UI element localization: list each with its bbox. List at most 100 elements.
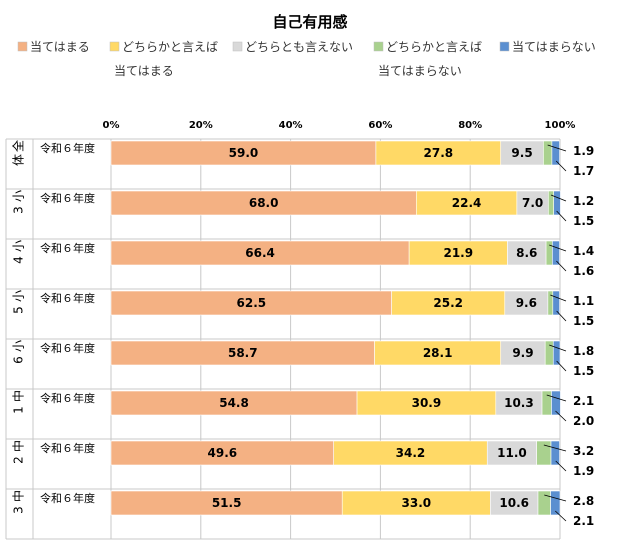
bar-segment	[110, 140, 377, 166]
group-label: 小	[12, 190, 26, 202]
data-label: 9.9	[512, 346, 533, 360]
data-label: 10.3	[504, 396, 534, 410]
leader-line	[555, 160, 567, 172]
x-tick-label: 0%	[103, 120, 120, 131]
legend-label: 当てはまる	[30, 40, 90, 54]
data-label: 58.7	[228, 346, 258, 360]
bar-segment	[356, 390, 497, 416]
bar-segment	[375, 140, 502, 166]
bar-segment	[110, 290, 392, 316]
bar-segment	[545, 240, 553, 266]
data-label: 9.5	[511, 146, 532, 160]
bar-segment	[110, 490, 343, 516]
bar-segment	[110, 240, 410, 266]
leader-line	[550, 194, 567, 202]
data-label: 54.8	[219, 396, 249, 410]
legend-label: 当てはまらない	[378, 64, 462, 78]
data-label: 11.0	[497, 446, 527, 460]
data-label: 49.6	[208, 446, 238, 460]
data-label: 34.2	[396, 446, 426, 460]
bar-segment	[548, 190, 555, 216]
data-label: 27.8	[424, 146, 454, 160]
data-label: 1.4	[573, 244, 594, 258]
leader-line	[556, 360, 567, 372]
row-label: 令和６年度	[40, 191, 95, 205]
leader-line	[556, 260, 567, 272]
bar-segment	[541, 390, 552, 416]
leader-line	[544, 494, 567, 502]
bar-segment	[552, 290, 560, 316]
group-label: 中	[11, 490, 26, 502]
data-label: 1.5	[573, 364, 594, 378]
data-label: 7.0	[522, 196, 543, 210]
leader-line	[550, 294, 567, 302]
data-label: 1.7	[573, 164, 594, 178]
group-label: 中	[11, 390, 26, 402]
data-label: 1.9	[573, 144, 594, 158]
legend-swatch	[17, 41, 28, 52]
group-label: 1	[12, 406, 26, 414]
data-label: 21.9	[443, 246, 473, 260]
bar-segment	[537, 490, 551, 516]
bar-segment	[547, 290, 554, 316]
group-label: 2	[12, 456, 26, 464]
x-tick-label: 80%	[458, 120, 482, 131]
data-label: 2.0	[573, 414, 594, 428]
legend-swatch	[232, 41, 243, 52]
data-label: 1.5	[573, 214, 594, 228]
data-label: 1.5	[573, 314, 594, 328]
legend-label: 当てはまる	[114, 64, 174, 78]
group-label: 小	[12, 290, 26, 302]
legend-label: どちらかと言えば	[386, 40, 482, 54]
legend-label: どちらとも言えない	[245, 40, 353, 54]
leader-line	[546, 394, 567, 402]
bar-segment	[536, 440, 552, 466]
group-label: 4	[12, 256, 26, 264]
data-label: 68.0	[249, 196, 279, 210]
row-label: 令和６年度	[40, 491, 95, 505]
data-label: 1.9	[573, 464, 594, 478]
row-label: 令和６年度	[40, 391, 95, 405]
bar-segment	[391, 290, 506, 316]
group-label: 全	[11, 140, 26, 152]
row-label: 令和６年度	[40, 291, 95, 305]
leader-line	[556, 310, 567, 322]
leader-line	[543, 444, 567, 452]
bar-segment	[543, 140, 553, 166]
data-label: 2.1	[573, 394, 594, 408]
leader-line	[555, 460, 567, 472]
bar-segment	[552, 240, 560, 266]
legend-swatch	[499, 41, 510, 52]
group-label: 体	[12, 154, 26, 166]
bar-segment	[333, 440, 488, 466]
data-label: 62.5	[237, 296, 267, 310]
data-label: 28.1	[423, 346, 453, 360]
bar-segment	[544, 340, 554, 366]
group-label: 小	[12, 340, 26, 352]
data-label: 3.2	[573, 444, 594, 458]
bar-segment	[551, 140, 560, 166]
data-label: 8.6	[516, 246, 537, 260]
data-label: 2.8	[573, 494, 594, 508]
group-label: 中	[11, 440, 26, 452]
leader-line	[555, 510, 567, 522]
row-label: 令和６年度	[40, 141, 95, 155]
x-axis: 0% 20% 40% 60% 80% 100%	[103, 120, 576, 131]
data-label: 25.2	[433, 296, 463, 310]
bar-segment	[550, 490, 561, 516]
data-label: 1.1	[573, 294, 594, 308]
bar-segment	[341, 490, 491, 516]
x-tick-label: 60%	[368, 120, 392, 131]
data-label: 10.6	[499, 496, 529, 510]
data-label: 1.8	[573, 344, 594, 358]
data-label: 66.4	[245, 246, 275, 260]
data-label: 1.6	[573, 264, 594, 278]
leader-line	[549, 344, 567, 352]
data-label: 30.9	[412, 396, 442, 410]
bar-segment	[552, 340, 561, 366]
data-label: 22.4	[452, 196, 482, 210]
data-label: 33.0	[402, 496, 432, 510]
row-label: 令和６年度	[40, 441, 95, 455]
